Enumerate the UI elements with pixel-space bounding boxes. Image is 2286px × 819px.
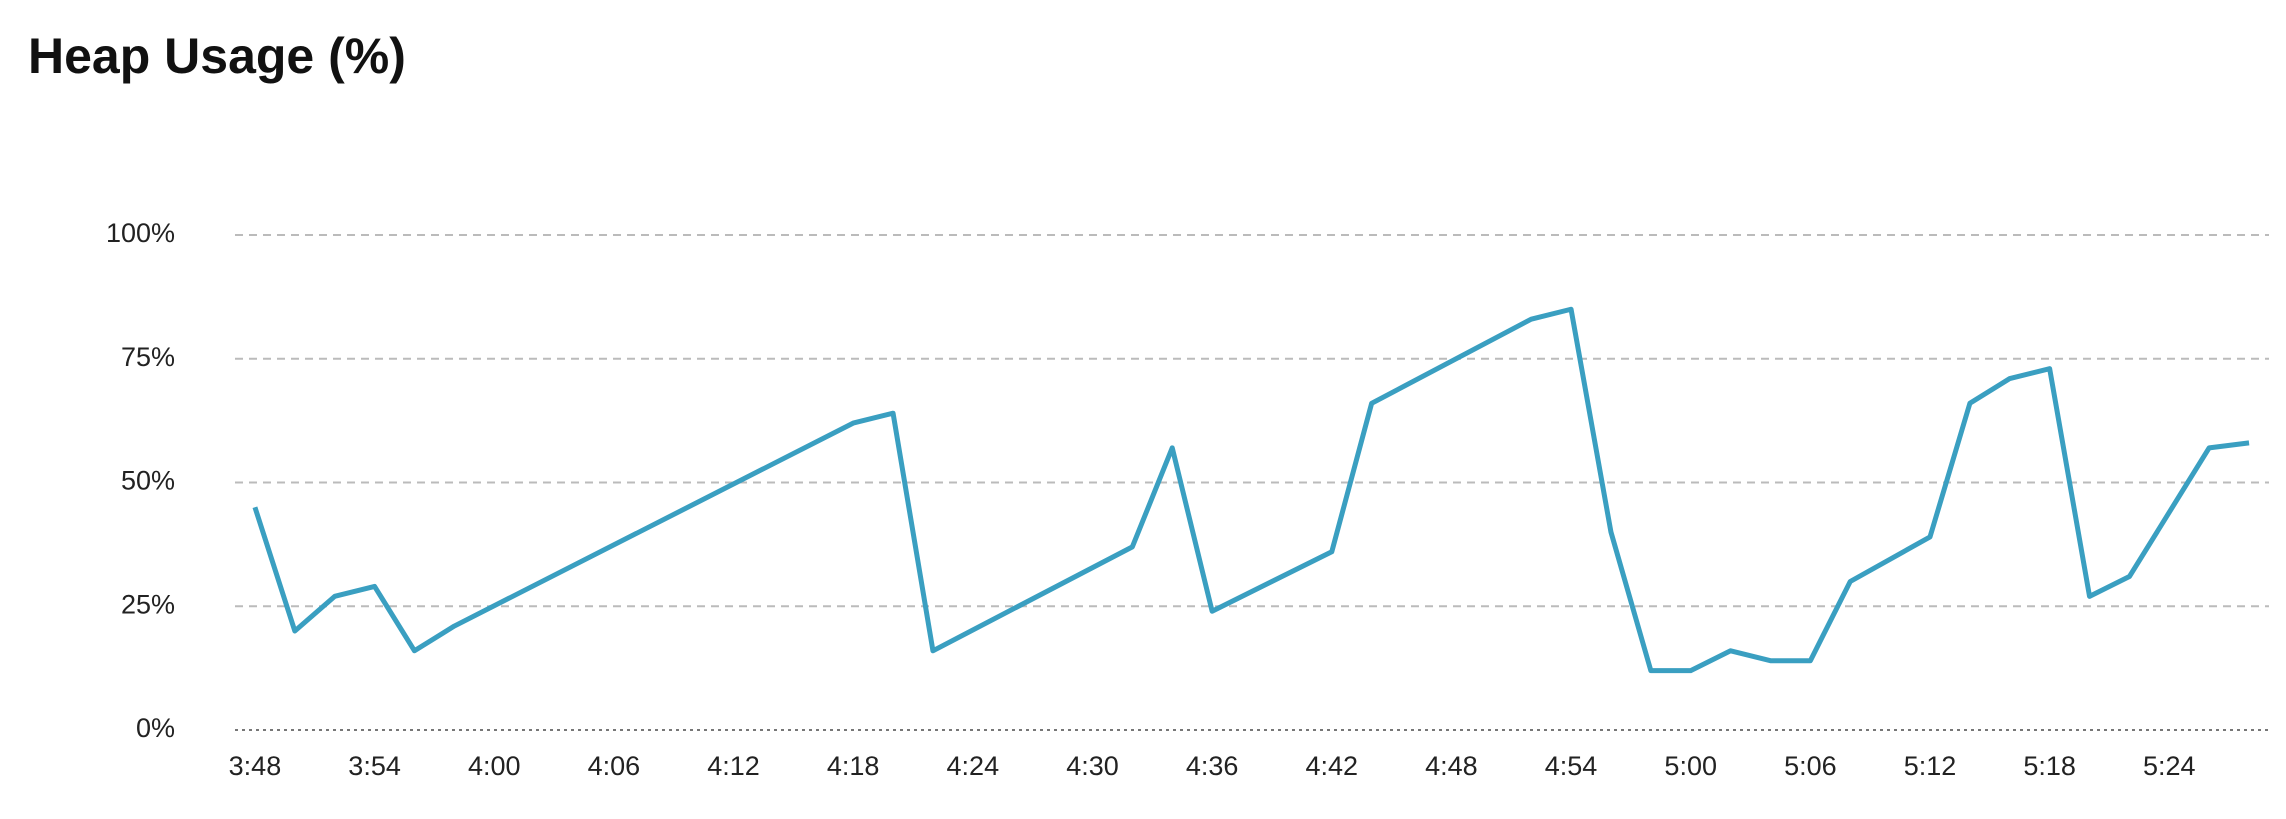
y-tick-label: 25% — [121, 589, 175, 619]
x-tick-label: 4:24 — [947, 751, 1000, 781]
y-tick-label: 0% — [136, 713, 175, 743]
x-tick-label: 5:12 — [1904, 751, 1957, 781]
x-tick-label: 4:48 — [1425, 751, 1478, 781]
y-tick-label: 75% — [121, 342, 175, 372]
x-tick-label: 4:00 — [468, 751, 521, 781]
x-tick-label: 5:00 — [1664, 751, 1717, 781]
y-tick-label: 50% — [121, 466, 175, 496]
x-tick-label: 3:54 — [348, 751, 401, 781]
x-tick-label: 4:18 — [827, 751, 880, 781]
x-tick-label: 5:06 — [1784, 751, 1837, 781]
x-tick-label: 3:48 — [229, 751, 282, 781]
line-series — [252, 306, 2250, 674]
x-tick-label: 4:06 — [588, 751, 641, 781]
x-tick-label: 4:36 — [1186, 751, 1239, 781]
x-tick-label: 5:18 — [2023, 751, 2076, 781]
x-tick-label: 4:54 — [1545, 751, 1598, 781]
y-tick-label: 100% — [106, 218, 175, 248]
x-tick-label: 4:42 — [1305, 751, 1358, 781]
x-tick-label: 4:30 — [1066, 751, 1119, 781]
chart-title: Heap Usage (%) — [28, 28, 406, 84]
x-tick-label: 5:24 — [2143, 751, 2196, 781]
x-tick-label: 4:12 — [707, 751, 760, 781]
